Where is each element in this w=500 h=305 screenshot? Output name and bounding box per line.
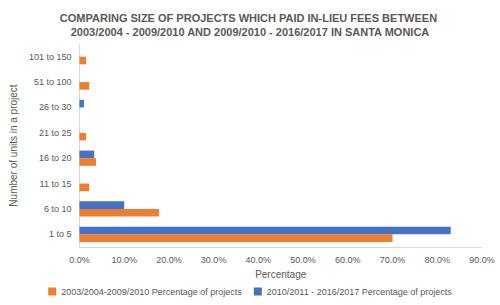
svg-text:90.0%: 90.0% <box>469 255 495 265</box>
svg-text:2010/2011 - 2016/2017 Percenta: 2010/2011 - 2016/2017 Percentage of proj… <box>267 287 452 297</box>
svg-text:20.0%: 20.0% <box>156 255 182 265</box>
svg-text:Number of units in a project: Number of units in a project <box>8 84 19 207</box>
svg-text:40.0%: 40.0% <box>246 255 272 265</box>
svg-text:21 to 25: 21 to 25 <box>39 128 72 138</box>
svg-text:10.0%: 10.0% <box>111 255 137 265</box>
svg-text:26 to 30: 26 to 30 <box>39 102 72 112</box>
svg-text:COMPARING SIZE OF PROJECTS WHI: COMPARING SIZE OF PROJECTS WHICH PAID IN… <box>60 12 440 24</box>
svg-text:80.0%: 80.0% <box>425 255 451 265</box>
svg-text:1 to 5: 1 to 5 <box>49 229 72 239</box>
svg-text:11 to 15: 11 to 15 <box>40 179 72 189</box>
svg-text:70.0%: 70.0% <box>380 255 406 265</box>
svg-text:2003/2004 - 2009/2010 AND 2009: 2003/2004 - 2009/2010 AND 2009/2010 - 20… <box>71 26 430 38</box>
svg-text:51 to 100: 51 to 100 <box>34 77 72 87</box>
svg-text:6 to 10: 6 to 10 <box>44 204 72 214</box>
svg-text:30.0%: 30.0% <box>201 255 227 265</box>
svg-text:2003/2004-2009/2010 Percentage: 2003/2004-2009/2010 Percentage of projec… <box>61 287 242 297</box>
svg-text:0.0%: 0.0% <box>69 255 90 265</box>
svg-text:101 to 150: 101 to 150 <box>29 52 72 62</box>
svg-text:16 to 20: 16 to 20 <box>39 153 72 163</box>
svg-text:Percentage: Percentage <box>255 269 307 280</box>
svg-text:60.0%: 60.0% <box>335 255 361 265</box>
svg-text:50.0%: 50.0% <box>290 255 316 265</box>
